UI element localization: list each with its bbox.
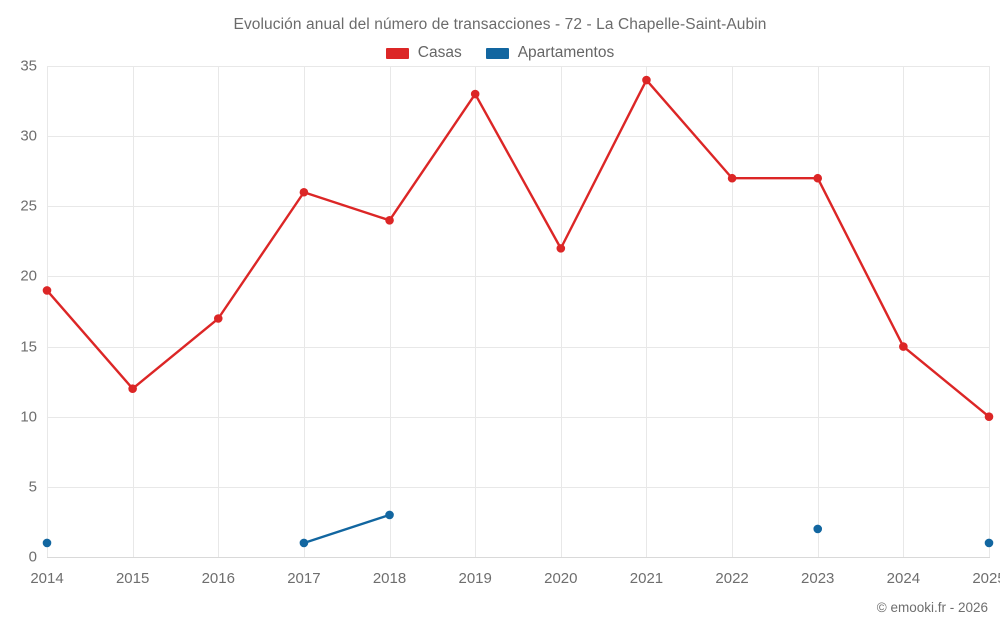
plot-area (42, 66, 994, 558)
gridline-vertical (389, 66, 391, 557)
y-axis-tick-label: 30 (20, 127, 37, 145)
series-line (45, 78, 991, 418)
gridline-vertical (817, 66, 819, 557)
gridline-vertical (903, 66, 905, 557)
gridline-vertical (132, 66, 134, 557)
gridline-horizontal (47, 206, 990, 208)
line-swatch-icon (485, 47, 509, 59)
data-point-marker[interactable] (813, 173, 823, 183)
y-axis-tick-label: 5 (28, 478, 37, 496)
gridline-vertical (646, 66, 648, 557)
y-axis-tick-label: 25 (20, 197, 37, 215)
gridline-vertical (732, 66, 734, 557)
gridline-horizontal (47, 346, 990, 348)
legend-label: Casas (417, 44, 462, 61)
data-point-marker[interactable] (813, 524, 823, 534)
gridline-vertical (989, 66, 990, 557)
x-axis-tick-label: 2015 (115, 570, 150, 587)
data-point-marker[interactable] (385, 510, 394, 520)
data-point-marker[interactable] (213, 314, 223, 323)
gridline-horizontal (47, 136, 990, 138)
gridline-vertical (560, 66, 562, 557)
series-apartamentos (42, 510, 994, 548)
x-axis-tick-label: 2019 (458, 570, 492, 587)
gridline-vertical (47, 66, 48, 557)
copyright-credit: © emooki.fr - 2026 (876, 600, 988, 615)
x-axis-tick-label: 2017 (287, 570, 321, 587)
x-axis-line (47, 557, 990, 558)
line-swatch-icon (385, 47, 409, 59)
data-point-marker[interactable] (42, 286, 52, 295)
gridline-horizontal (47, 486, 990, 488)
chart-legend: Casas Apartamentos (0, 44, 1000, 62)
x-axis-tick-label: 2020 (544, 570, 578, 587)
gridline-vertical (218, 66, 220, 557)
gridline-vertical (303, 66, 305, 557)
y-axis-tick-label: 15 (20, 338, 37, 356)
data-point-marker[interactable] (984, 412, 994, 422)
y-axis-tick-label: 0 (28, 548, 37, 566)
series-casas (42, 75, 994, 422)
data-point-marker[interactable] (984, 538, 994, 548)
y-axis-tick-label: 10 (20, 408, 37, 426)
gridline-vertical (475, 66, 477, 557)
data-point-marker[interactable] (299, 538, 309, 548)
x-axis-tick-label: 2023 (801, 570, 835, 587)
series-line (302, 513, 391, 545)
x-axis-tick-label: 2021 (629, 570, 664, 587)
data-point-marker[interactable] (470, 89, 480, 99)
chart-title: Evolución anual del número de transaccio… (233, 16, 767, 33)
gridline-horizontal (47, 66, 990, 67)
data-point-marker[interactable] (128, 384, 137, 393)
x-axis-tick-label: 2024 (886, 570, 921, 587)
data-point-marker[interactable] (642, 75, 651, 85)
legend-label: Apartamentos (517, 44, 615, 61)
series-layer (42, 75, 994, 548)
gridline-horizontal (47, 276, 990, 278)
data-point-marker[interactable] (385, 216, 394, 225)
x-axis-tick-label: 2022 (715, 570, 749, 587)
y-axis-tick-label: 35 (20, 57, 37, 75)
y-axis-tick-label: 20 (20, 267, 37, 285)
data-point-marker[interactable] (299, 187, 309, 197)
x-axis-tick-label: 2018 (372, 570, 407, 587)
data-point-marker[interactable] (42, 538, 52, 548)
data-point-marker[interactable] (899, 342, 908, 351)
x-axis-tick-label: 2016 (201, 570, 235, 587)
gridline-horizontal (47, 416, 990, 418)
data-point-marker[interactable] (556, 244, 566, 253)
data-point-marker[interactable] (727, 173, 737, 183)
legend-item-apartamentos[interactable]: Apartamentos (485, 44, 615, 62)
legend-item-casas[interactable]: Casas (385, 44, 462, 62)
x-axis-tick-label: 2014 (30, 570, 64, 587)
